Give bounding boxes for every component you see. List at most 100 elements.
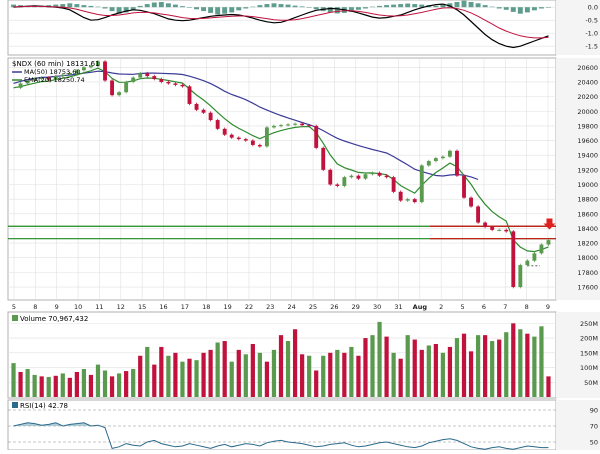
x-tick-label: 31 (394, 303, 402, 311)
candle-body (539, 244, 544, 254)
macd-hist-bar (538, 7, 544, 9)
volume-bar (124, 371, 129, 397)
candle-body (145, 73, 150, 77)
macd-axis-area (556, 0, 600, 55)
candle-body (166, 81, 171, 84)
macd-hist-bar (447, 3, 453, 8)
macd-hist-bar (278, 4, 284, 8)
macd-hist-bar (151, 2, 157, 8)
ma50-line (13, 70, 479, 181)
volume-bar (447, 346, 453, 397)
macd-hist-bar (285, 4, 291, 8)
volume-tick-label: 200M (580, 335, 598, 343)
volume-bar (222, 341, 227, 397)
candle-body (349, 175, 354, 178)
ema20-legend-label: EMA(20) 18250.74 (24, 76, 85, 84)
candle-body (525, 260, 530, 266)
macd-hist-bar (187, 7, 192, 8)
x-tick-label: 8 (33, 303, 37, 311)
macd-hist-bar (405, 3, 411, 8)
x-tick-label: 6 (482, 303, 486, 311)
volume-bar (532, 336, 537, 397)
candle-body (264, 127, 269, 147)
volume-tick-label: 150M (580, 349, 598, 357)
macd-hist-bar (130, 7, 136, 10)
volume-bar (250, 343, 255, 397)
macd-hist-bar (67, 3, 73, 8)
candle-body (356, 175, 361, 179)
candle-body (370, 172, 375, 175)
x-tick-label: 18 (202, 303, 210, 311)
macd-hist-bar (172, 4, 178, 8)
candle-body (236, 137, 241, 140)
macd-hist-bar (257, 5, 263, 8)
down-arrow-marker (543, 218, 556, 230)
candle-body (180, 84, 185, 87)
price-panel: 20600 20400 20200 20000 19800 19600 19400 19200… (7, 57, 600, 311)
volume-bar (398, 358, 403, 397)
x-tick-label: 2 (439, 303, 443, 311)
volume-bar (468, 351, 474, 397)
candle-body (447, 150, 452, 157)
volume-bar (159, 346, 164, 397)
x-tick-label: 26 (330, 303, 338, 311)
candle-body (455, 150, 459, 176)
candle-body (307, 125, 312, 127)
volume-bar (321, 355, 326, 397)
volume-bar (356, 355, 361, 397)
candle-body (53, 76, 58, 80)
candle-body (546, 240, 551, 245)
candle-body (293, 123, 298, 125)
macd-hist-bar (95, 6, 101, 8)
x-tick-label: 19 (223, 303, 231, 311)
volume-tick-label: 100M (580, 364, 598, 372)
candle-body (222, 128, 227, 135)
macd-hist-bar (412, 4, 418, 8)
price-tick-label: 17800 (577, 269, 598, 277)
volume-bar (511, 323, 516, 397)
macd-hist-bar (524, 7, 530, 13)
macd-hist-bar (384, 5, 390, 8)
price-axis-area (556, 58, 600, 300)
x-tick-label: 10 (74, 303, 82, 311)
macd-hist-bar (433, 5, 439, 8)
rsi-legend: RSI(14) 42.78 (20, 402, 68, 410)
candle-body (131, 77, 136, 82)
candle-body (124, 81, 129, 93)
macd-hist-bar (236, 7, 242, 11)
volume-bar (328, 352, 333, 397)
volume-bar (384, 336, 389, 397)
volume-bar (152, 364, 157, 397)
volume-bar (138, 355, 143, 397)
macd-hist-bar (208, 7, 214, 13)
candle-body (314, 125, 319, 148)
volume-bar (440, 352, 446, 397)
candle-body (81, 67, 86, 71)
candle-body (117, 92, 122, 96)
volume-bar (215, 342, 220, 397)
macd-tick-label: 0.0 (588, 4, 598, 12)
macd-plot-area (7, 0, 557, 56)
volume-bar (109, 376, 115, 397)
candle-body (300, 123, 305, 126)
price-tick-label: 20400 (577, 78, 598, 86)
volume-bar (60, 373, 65, 397)
volume-bar (180, 361, 185, 397)
candle-body (250, 140, 255, 145)
volume-legend: Volume 70,967,432 (20, 315, 88, 323)
volume-bar (483, 335, 488, 397)
volume-bar (173, 352, 178, 397)
x-tick-label: 5 (12, 303, 16, 311)
x-tick-label: 25 (309, 303, 317, 311)
candle-body (46, 77, 51, 80)
x-tick-label: 5 (460, 303, 464, 311)
candle-body (398, 191, 403, 201)
candle-body (321, 147, 326, 170)
macd-hist-bar (243, 7, 249, 9)
x-tick-label: 15 (138, 303, 146, 311)
macd-hist-bar (313, 7, 319, 10)
candle-body (335, 184, 340, 186)
volume-bar (433, 343, 438, 397)
candle-body (532, 253, 537, 261)
